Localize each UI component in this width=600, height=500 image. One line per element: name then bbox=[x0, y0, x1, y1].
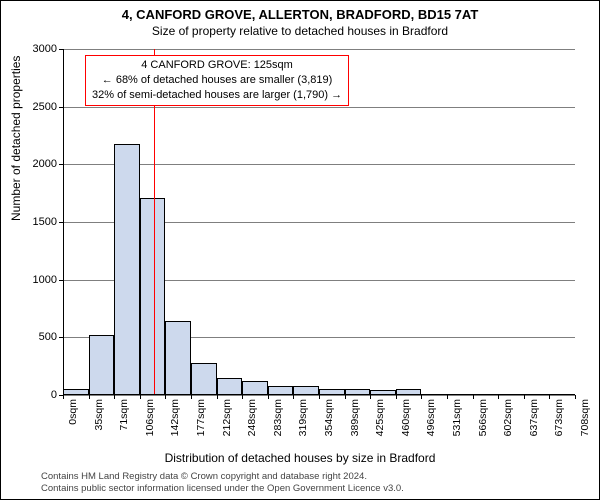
footer-line-1: Contains HM Land Registry data © Crown c… bbox=[41, 471, 404, 483]
x-tick bbox=[524, 395, 525, 399]
x-axis-line bbox=[63, 394, 575, 395]
x-tick-label: 177sqm bbox=[195, 399, 207, 459]
x-tick bbox=[114, 395, 115, 399]
annotation-line: 32% of semi-detached houses are larger (… bbox=[92, 88, 342, 103]
annotation-box: 4 CANFORD GROVE: 125sqm← 68% of detached… bbox=[85, 55, 349, 106]
histogram-bar bbox=[191, 363, 217, 395]
x-tick-label: 637sqm bbox=[528, 399, 540, 459]
histogram-bar bbox=[217, 378, 243, 395]
y-tick-label: 1500 bbox=[17, 216, 57, 228]
histogram-bar bbox=[114, 144, 140, 395]
x-tick bbox=[242, 395, 243, 399]
footer-attribution: Contains HM Land Registry data © Crown c… bbox=[41, 471, 404, 495]
x-tick-label: 354sqm bbox=[323, 399, 335, 459]
x-tick-label: 673sqm bbox=[553, 399, 565, 459]
x-tick bbox=[575, 395, 576, 399]
x-tick bbox=[293, 395, 294, 399]
y-tick-label: 2500 bbox=[17, 101, 57, 113]
chart-subtitle: Size of property relative to detached ho… bbox=[1, 24, 599, 38]
chart-plot-area: 0500100015002000250030000sqm35sqm71sqm10… bbox=[63, 49, 575, 395]
annotation-line: 4 CANFORD GROVE: 125sqm bbox=[92, 58, 342, 73]
x-tick bbox=[396, 395, 397, 399]
x-tick-label: 71sqm bbox=[118, 399, 130, 459]
x-tick bbox=[473, 395, 474, 399]
x-tick-label: 106sqm bbox=[144, 399, 156, 459]
x-tick-label: 0sqm bbox=[67, 399, 79, 459]
x-tick bbox=[268, 395, 269, 399]
gridline bbox=[63, 164, 575, 165]
x-tick bbox=[319, 395, 320, 399]
x-tick-label: 35sqm bbox=[93, 399, 105, 459]
x-tick bbox=[140, 395, 141, 399]
x-axis-title: Distribution of detached houses by size … bbox=[1, 451, 599, 465]
x-tick bbox=[498, 395, 499, 399]
x-tick bbox=[165, 395, 166, 399]
x-tick bbox=[549, 395, 550, 399]
annotation-line: ← 68% of detached houses are smaller (3,… bbox=[92, 73, 342, 88]
x-tick-label: 708sqm bbox=[579, 399, 591, 459]
x-tick bbox=[345, 395, 346, 399]
x-tick bbox=[89, 395, 90, 399]
x-tick-label: 142sqm bbox=[169, 399, 181, 459]
x-tick-label: 389sqm bbox=[349, 399, 361, 459]
x-tick-label: 212sqm bbox=[221, 399, 233, 459]
x-tick bbox=[447, 395, 448, 399]
footer-line-2: Contains public sector information licen… bbox=[41, 483, 404, 495]
x-tick bbox=[421, 395, 422, 399]
x-tick-label: 460sqm bbox=[400, 399, 412, 459]
x-tick-label: 283sqm bbox=[272, 399, 284, 459]
gridline bbox=[63, 49, 575, 50]
x-tick bbox=[217, 395, 218, 399]
x-tick bbox=[370, 395, 371, 399]
chart-title: 4, CANFORD GROVE, ALLERTON, BRADFORD, BD… bbox=[1, 7, 599, 22]
x-tick-label: 531sqm bbox=[451, 399, 463, 459]
y-tick-label: 3000 bbox=[17, 43, 57, 55]
x-tick bbox=[191, 395, 192, 399]
y-tick-label: 2000 bbox=[17, 158, 57, 170]
x-tick-label: 425sqm bbox=[374, 399, 386, 459]
histogram-bar bbox=[165, 321, 191, 395]
histogram-bar bbox=[140, 198, 166, 395]
y-tick-label: 1000 bbox=[17, 274, 57, 286]
gridline bbox=[63, 107, 575, 108]
y-tick-label: 0 bbox=[17, 389, 57, 401]
y-tick-label: 500 bbox=[17, 331, 57, 343]
histogram-bar bbox=[89, 335, 115, 395]
x-tick-label: 248sqm bbox=[246, 399, 258, 459]
x-tick-label: 602sqm bbox=[502, 399, 514, 459]
x-tick-label: 319sqm bbox=[297, 399, 309, 459]
x-tick-label: 496sqm bbox=[425, 399, 437, 459]
y-axis-title: Number of detached properties bbox=[9, 56, 23, 221]
y-axis-line bbox=[63, 49, 64, 395]
x-tick bbox=[63, 395, 64, 399]
histogram-bar bbox=[242, 381, 268, 395]
x-tick-label: 566sqm bbox=[477, 399, 489, 459]
